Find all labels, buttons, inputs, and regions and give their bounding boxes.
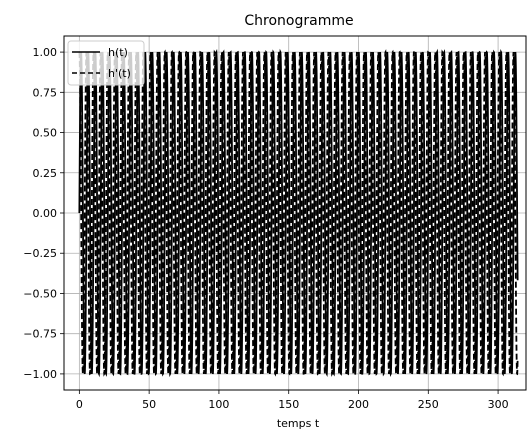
x-tick-label: 100 [208, 398, 229, 411]
x-tick-label: 150 [278, 398, 299, 411]
x-axis-label: temps t [277, 417, 320, 430]
x-tick-label: 250 [418, 398, 439, 411]
legend-box [67, 40, 145, 86]
series-line-h-prime [78, 48, 519, 378]
y-tick-label: 0.25 [33, 167, 58, 180]
y-tick-label: 0.75 [33, 86, 58, 99]
legend-label-h-prime: h'(t) [108, 67, 131, 80]
series-line-h [78, 48, 519, 378]
legend-label-h: h(t) [108, 46, 128, 59]
y-tick-label: 0.00 [33, 207, 58, 220]
y-tick-label: 0.50 [33, 127, 58, 140]
y-tick-label: −0.75 [23, 328, 57, 341]
x-tick-label: 300 [488, 398, 509, 411]
x-tick-label: 200 [348, 398, 369, 411]
y-tick-label: 1.00 [33, 46, 58, 59]
x-tick-label: 50 [142, 398, 156, 411]
legend: h(t) h'(t) [67, 40, 145, 86]
y-tick-label: −0.50 [23, 287, 57, 300]
y-tick-label: −1.00 [23, 368, 57, 381]
series-layer [78, 48, 519, 378]
chart-title: Chronogramme [244, 13, 353, 29]
ticks-layer: −1.00 −0.75 −0.50 −0.25 0.00 0.25 0.50 0.75 1.00… [23, 46, 508, 411]
y-tick-label: −0.25 [23, 247, 57, 260]
x-tick-label: 0 [76, 398, 83, 411]
